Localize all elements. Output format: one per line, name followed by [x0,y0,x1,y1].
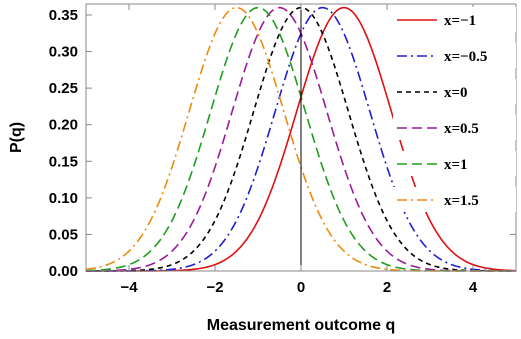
legend-label: x=1.5 [444,193,479,209]
y-tick-label: 0.25 [49,80,78,97]
y-tick-label: 0.35 [49,7,78,24]
legend-label: x=0.5 [444,121,479,137]
legend: x=−1 x=−0.5 x=0 x=0.5 x=1 x=1.5 [393,7,516,212]
legend-label: x=0 [444,85,468,101]
legend-entry-bg [393,187,516,212]
x-tick-label: −4 [120,279,138,296]
y-tick-label: 0.05 [49,226,78,243]
x-ticks: −4 −2 0 2 4 [120,4,478,296]
y-ticks: 0.00 0.05 0.10 0.15 0.20 0.25 0.30 0.35 [49,7,516,280]
legend-entry-bg [393,43,516,68]
x-tick-label: 4 [469,279,478,296]
x-axis-title: Measurement outcome q [207,317,395,334]
x-tick-label: 2 [383,279,391,296]
x-tick-label: 0 [297,279,305,296]
legend-label: x=1 [444,157,468,173]
y-axis-title: P(q) [8,122,25,153]
x-tick-label: −2 [206,279,223,296]
legend-entry-bg [393,79,516,104]
y-tick-label: 0.00 [49,263,78,280]
y-tick-label: 0.10 [49,190,78,207]
y-tick-label: 0.15 [49,153,78,170]
legend-label: x=−1 [444,13,476,29]
legend-label: x=−0.5 [444,49,487,65]
y-tick-label: 0.30 [49,44,78,61]
y-tick-label: 0.20 [49,117,78,134]
